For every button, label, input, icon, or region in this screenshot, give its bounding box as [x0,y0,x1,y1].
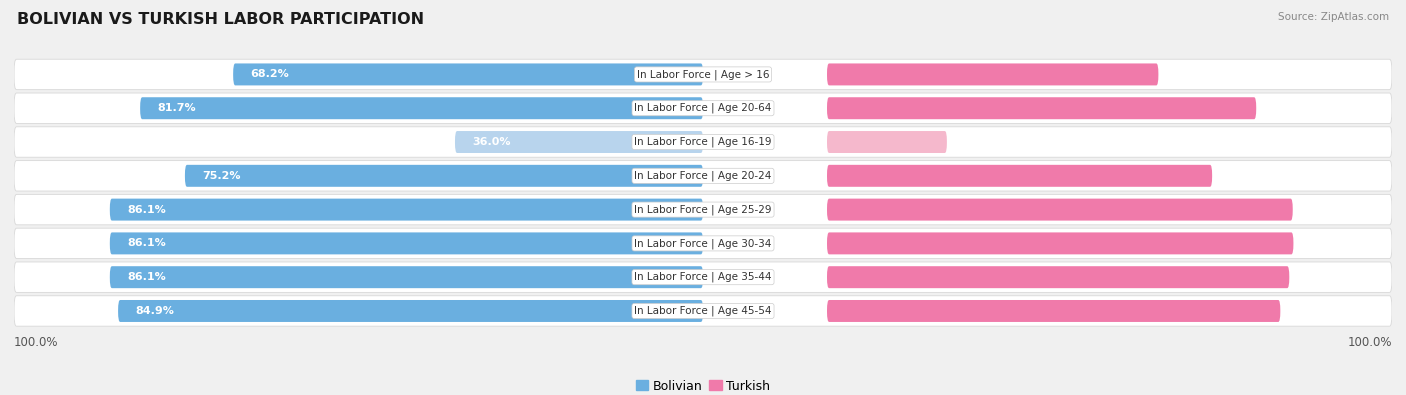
Text: Source: ZipAtlas.com: Source: ZipAtlas.com [1278,12,1389,22]
FancyBboxPatch shape [14,194,1392,225]
Text: 83.8%: 83.8% [1336,306,1375,316]
FancyBboxPatch shape [14,228,1392,259]
FancyBboxPatch shape [14,93,1392,123]
Text: 86.1%: 86.1% [127,239,166,248]
FancyBboxPatch shape [14,127,1392,157]
Text: 100.0%: 100.0% [1347,336,1392,349]
Text: 86.1%: 86.1% [127,272,166,282]
Text: 100.0%: 100.0% [14,336,59,349]
FancyBboxPatch shape [14,161,1392,191]
FancyBboxPatch shape [14,296,1392,326]
Legend: Bolivian, Turkish: Bolivian, Turkish [630,375,776,395]
Text: In Labor Force | Age 35-44: In Labor Force | Age 35-44 [634,272,772,282]
FancyBboxPatch shape [233,64,703,85]
FancyBboxPatch shape [456,131,703,153]
FancyBboxPatch shape [110,199,703,220]
Text: In Labor Force | Age 16-19: In Labor Force | Age 16-19 [634,137,772,147]
FancyBboxPatch shape [827,199,1292,220]
FancyBboxPatch shape [827,97,1256,119]
Text: 85.7%: 85.7% [1336,239,1375,248]
FancyBboxPatch shape [141,97,703,119]
Text: 84.9%: 84.9% [135,306,174,316]
Text: In Labor Force | Age 20-24: In Labor Force | Age 20-24 [634,171,772,181]
FancyBboxPatch shape [827,266,1289,288]
Text: 36.0%: 36.0% [472,137,510,147]
Text: 68.2%: 68.2% [250,70,290,79]
Text: 86.1%: 86.1% [127,205,166,214]
Text: In Labor Force | Age 25-29: In Labor Force | Age 25-29 [634,204,772,215]
FancyBboxPatch shape [14,262,1392,292]
Text: 73.9%: 73.9% [1336,171,1375,181]
Text: 35.4%: 35.4% [1336,137,1375,147]
Text: 81.7%: 81.7% [157,103,195,113]
Text: In Labor Force | Age > 16: In Labor Force | Age > 16 [637,69,769,80]
FancyBboxPatch shape [118,300,703,322]
FancyBboxPatch shape [827,64,1159,85]
FancyBboxPatch shape [827,131,946,153]
FancyBboxPatch shape [827,232,1294,254]
FancyBboxPatch shape [827,300,1281,322]
Text: 80.3%: 80.3% [1336,103,1375,113]
FancyBboxPatch shape [827,165,1212,187]
Text: In Labor Force | Age 20-64: In Labor Force | Age 20-64 [634,103,772,113]
Text: In Labor Force | Age 30-34: In Labor Force | Age 30-34 [634,238,772,248]
Text: 66.1%: 66.1% [1336,70,1375,79]
Text: 85.6%: 85.6% [1336,205,1375,214]
Text: 85.1%: 85.1% [1336,272,1375,282]
Text: In Labor Force | Age 45-54: In Labor Force | Age 45-54 [634,306,772,316]
Text: BOLIVIAN VS TURKISH LABOR PARTICIPATION: BOLIVIAN VS TURKISH LABOR PARTICIPATION [17,12,425,27]
FancyBboxPatch shape [110,266,703,288]
Text: 75.2%: 75.2% [202,171,240,181]
FancyBboxPatch shape [186,165,703,187]
FancyBboxPatch shape [110,232,703,254]
FancyBboxPatch shape [14,59,1392,90]
